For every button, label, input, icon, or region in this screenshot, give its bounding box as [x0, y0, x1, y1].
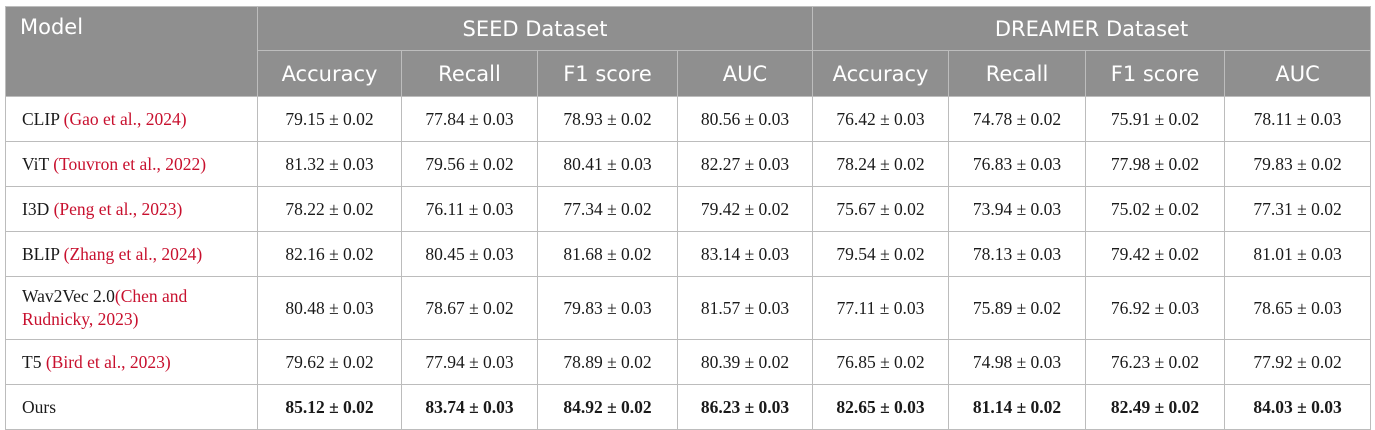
- value-cell: 75.67 ± 0.02: [812, 186, 950, 232]
- value-cell: 75.89 ± 0.02: [948, 276, 1087, 340]
- citation-link[interactable]: (Touvron et al., 2022): [53, 153, 207, 174]
- model-cell: T5 (Bird et al., 2023): [5, 339, 258, 385]
- value-cell: 81.68 ± 0.02: [537, 231, 678, 277]
- value-cell: 77.84 ± 0.03: [401, 96, 538, 142]
- value-cell: 79.15 ± 0.02: [257, 96, 402, 142]
- table-row-ours: Ours 85.12 ± 0.02 83.74 ± 0.03 84.92 ± 0…: [5, 384, 1372, 430]
- value-cell: 78.11 ± 0.03: [1224, 96, 1372, 142]
- citation-link[interactable]: (Bird et al., 2023): [45, 351, 171, 372]
- header-metric: Accuracy: [257, 50, 402, 97]
- value-cell: 76.42 ± 0.03: [812, 96, 950, 142]
- table-row: Wav2Vec 2.0(Chen and Rudnicky, 2023) 80.…: [5, 276, 1372, 340]
- value-cell: 76.11 ± 0.03: [401, 186, 538, 232]
- value-cell: 82.49 ± 0.02: [1085, 384, 1226, 430]
- results-table-container: Model SEED Dataset DREAMER Dataset Accur…: [5, 6, 1372, 430]
- value-cell: 79.42 ± 0.02: [1085, 231, 1226, 277]
- header-metric: Recall: [948, 50, 1087, 97]
- value-cell: 82.27 ± 0.03: [676, 141, 814, 187]
- value-cell: 74.78 ± 0.02: [948, 96, 1087, 142]
- header-model: Model: [5, 6, 258, 97]
- value-cell: 75.02 ± 0.02: [1085, 186, 1226, 232]
- model-cell: BLIP (Zhang et al., 2024): [5, 231, 258, 277]
- header-metric: Recall: [401, 50, 538, 97]
- value-cell: 80.41 ± 0.03: [537, 141, 678, 187]
- value-cell: 78.67 ± 0.02: [401, 276, 538, 340]
- value-cell: 77.11 ± 0.03: [812, 276, 950, 340]
- header-metric: Accuracy: [812, 50, 950, 97]
- value-cell: 73.94 ± 0.03: [948, 186, 1087, 232]
- value-cell: 80.48 ± 0.03: [257, 276, 402, 340]
- header-group-seed: SEED Dataset: [256, 6, 814, 51]
- value-cell: 83.74 ± 0.03: [401, 384, 538, 430]
- value-cell: 84.03 ± 0.03: [1224, 384, 1372, 430]
- table-row: ViT (Touvron et al., 2022) 81.32 ± 0.03 …: [5, 141, 1372, 187]
- citation-link[interactable]: (Chen and Rudnicky, 2023): [22, 286, 188, 329]
- value-cell: 77.31 ± 0.02: [1224, 186, 1372, 232]
- value-cell: 78.65 ± 0.03: [1224, 276, 1372, 340]
- model-name: Wav2Vec 2.0: [22, 286, 115, 306]
- model-cell: Wav2Vec 2.0(Chen and Rudnicky, 2023): [5, 276, 258, 340]
- value-cell: 81.32 ± 0.03: [257, 141, 402, 187]
- results-table: Model SEED Dataset DREAMER Dataset Accur…: [5, 6, 1372, 430]
- header-group-dreamer: DREAMER Dataset: [812, 6, 1372, 51]
- value-cell: 81.57 ± 0.03: [676, 276, 814, 340]
- value-cell: 77.34 ± 0.02: [537, 186, 678, 232]
- value-cell: 79.56 ± 0.02: [401, 141, 538, 187]
- value-cell: 80.45 ± 0.03: [401, 231, 538, 277]
- value-cell: 81.01 ± 0.03: [1224, 231, 1372, 277]
- model-cell: I3D (Peng et al., 2023): [5, 186, 258, 232]
- value-cell: 78.89 ± 0.02: [537, 339, 678, 385]
- value-cell: 79.54 ± 0.02: [812, 231, 950, 277]
- header-metric: F1 score: [537, 50, 678, 97]
- model-cell: Ours: [5, 384, 258, 430]
- model-name: T5: [22, 351, 46, 372]
- model-name: I3D: [22, 198, 54, 219]
- table-row: CLIP (Gao et al., 2024) 79.15 ± 0.02 77.…: [5, 96, 1372, 142]
- model-name: Ours: [22, 396, 57, 417]
- model-name: BLIP: [22, 243, 64, 264]
- value-cell: 79.62 ± 0.02: [257, 339, 402, 385]
- table-row: I3D (Peng et al., 2023) 78.22 ± 0.02 76.…: [5, 186, 1372, 232]
- value-cell: 78.22 ± 0.02: [257, 186, 402, 232]
- value-cell: 86.23 ± 0.03: [676, 384, 814, 430]
- value-cell: 78.13 ± 0.03: [948, 231, 1087, 277]
- citation-link[interactable]: (Zhang et al., 2024): [63, 243, 203, 264]
- header-metric: AUC: [1224, 50, 1372, 97]
- value-cell: 79.42 ± 0.02: [676, 186, 814, 232]
- value-cell: 77.92 ± 0.02: [1224, 339, 1372, 385]
- value-cell: 78.93 ± 0.02: [537, 96, 678, 142]
- value-cell: 83.14 ± 0.03: [676, 231, 814, 277]
- value-cell: 77.94 ± 0.03: [401, 339, 538, 385]
- model-name: CLIP: [22, 108, 64, 129]
- model-name: ViT: [22, 153, 54, 174]
- value-cell: 77.98 ± 0.02: [1085, 141, 1226, 187]
- value-cell: 79.83 ± 0.02: [1224, 141, 1372, 187]
- value-cell: 85.12 ± 0.02: [257, 384, 402, 430]
- table-row: T5 (Bird et al., 2023) 79.62 ± 0.02 77.9…: [5, 339, 1372, 385]
- value-cell: 78.24 ± 0.02: [812, 141, 950, 187]
- citation-link[interactable]: (Gao et al., 2024): [63, 108, 187, 129]
- value-cell: 84.92 ± 0.02: [537, 384, 678, 430]
- citation-link[interactable]: (Peng et al., 2023): [53, 198, 183, 219]
- header-metric: F1 score: [1085, 50, 1226, 97]
- value-cell: 76.92 ± 0.03: [1085, 276, 1226, 340]
- value-cell: 82.16 ± 0.02: [257, 231, 402, 277]
- value-cell: 81.14 ± 0.02: [948, 384, 1087, 430]
- value-cell: 76.83 ± 0.03: [948, 141, 1087, 187]
- value-cell: 75.91 ± 0.02: [1085, 96, 1226, 142]
- value-cell: 82.65 ± 0.03: [812, 384, 950, 430]
- value-cell: 80.56 ± 0.03: [676, 96, 814, 142]
- table-row: BLIP (Zhang et al., 2024) 82.16 ± 0.02 8…: [5, 231, 1372, 277]
- value-cell: 74.98 ± 0.03: [948, 339, 1087, 385]
- header-metric: AUC: [676, 50, 814, 97]
- value-cell: 76.85 ± 0.02: [812, 339, 950, 385]
- value-cell: 79.83 ± 0.03: [537, 276, 678, 340]
- value-cell: 76.23 ± 0.02: [1085, 339, 1226, 385]
- model-cell: ViT (Touvron et al., 2022): [5, 141, 258, 187]
- model-cell: CLIP (Gao et al., 2024): [5, 96, 258, 142]
- value-cell: 80.39 ± 0.02: [676, 339, 814, 385]
